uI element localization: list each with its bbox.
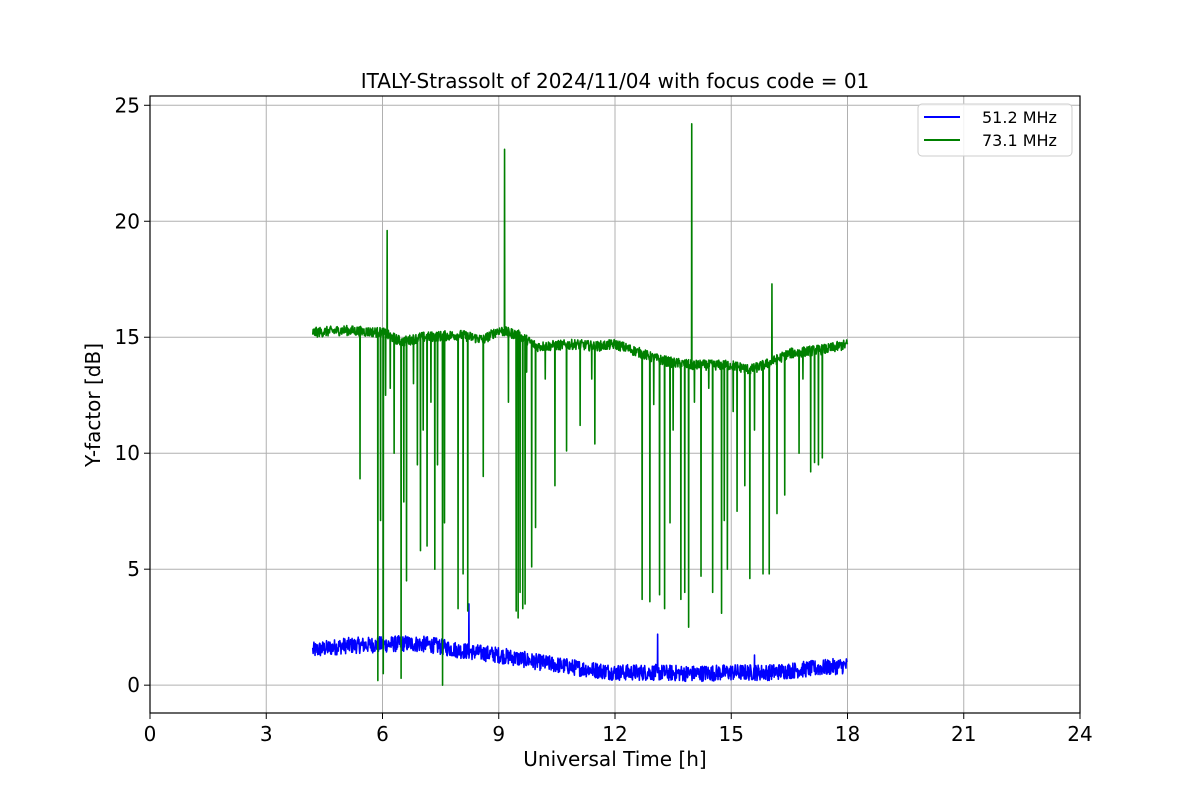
y-tick-label: 10	[115, 441, 140, 465]
y-tick-label: 15	[115, 325, 140, 349]
series-line-73-1-mhz	[311, 123, 849, 686]
x-tick-label: 24	[1067, 722, 1092, 746]
grid	[149, 96, 1081, 713]
axis-ticks: 0 3 6 9 12 15 18 21 24 0 5 10 15 20 25	[115, 93, 1093, 746]
y-tick-label: 25	[115, 93, 140, 117]
legend-label-73-mhz: 73.1 MHz	[982, 131, 1057, 150]
x-tick-label: 9	[492, 722, 505, 746]
y-axis-label: Y-factor [dB]	[81, 343, 105, 468]
x-tick-label: 6	[376, 722, 389, 746]
x-tick-label: 12	[602, 722, 627, 746]
x-tick-label: 0	[144, 722, 157, 746]
series-line-51-2-mhz	[311, 603, 848, 683]
x-tick-label: 3	[260, 722, 273, 746]
legend-label-51-mhz: 51.2 MHz	[982, 108, 1057, 127]
y-tick-label: 5	[127, 557, 140, 581]
x-axis-label: Universal Time [h]	[523, 747, 706, 771]
legend: 51.2 MHz 73.1 MHz	[917, 103, 1073, 157]
x-tick-label: 18	[835, 722, 860, 746]
chart-title: ITALY-Strassolt of 2024/11/04 with focus…	[361, 69, 870, 93]
y-tick-label: 20	[115, 209, 140, 233]
y-tick-label: 0	[127, 673, 140, 697]
x-tick-label: 15	[719, 722, 744, 746]
x-tick-label: 21	[951, 722, 976, 746]
series-layer	[311, 123, 849, 686]
